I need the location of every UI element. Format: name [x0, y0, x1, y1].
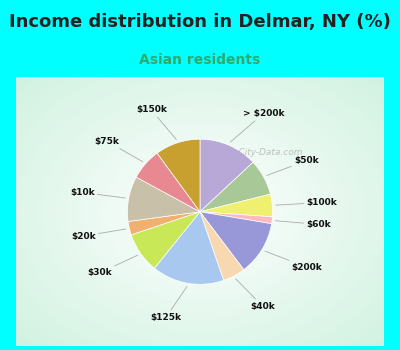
Text: > $200k: > $200k — [230, 109, 284, 142]
Text: $20k: $20k — [71, 229, 126, 240]
Text: City-Data.com: City-Data.com — [227, 148, 302, 157]
Text: $150k: $150k — [136, 105, 176, 140]
Text: $75k: $75k — [94, 137, 143, 162]
Text: $125k: $125k — [150, 287, 187, 322]
Wedge shape — [200, 212, 244, 280]
Text: $10k: $10k — [70, 188, 125, 198]
Wedge shape — [200, 139, 253, 212]
Wedge shape — [128, 212, 200, 235]
Wedge shape — [200, 212, 272, 224]
Wedge shape — [128, 177, 200, 222]
Wedge shape — [131, 212, 200, 268]
Text: $30k: $30k — [88, 255, 138, 278]
Wedge shape — [136, 153, 200, 212]
Wedge shape — [200, 162, 270, 212]
Text: Asian residents: Asian residents — [139, 53, 261, 67]
Wedge shape — [154, 212, 224, 284]
Text: Income distribution in Delmar, NY (%): Income distribution in Delmar, NY (%) — [9, 13, 391, 30]
Text: $40k: $40k — [236, 279, 275, 311]
Wedge shape — [157, 139, 200, 212]
Wedge shape — [200, 194, 272, 217]
Text: $200k: $200k — [265, 251, 322, 272]
Wedge shape — [200, 212, 272, 270]
Text: $100k: $100k — [276, 198, 338, 207]
Text: $60k: $60k — [276, 220, 331, 229]
Text: $50k: $50k — [267, 156, 319, 175]
